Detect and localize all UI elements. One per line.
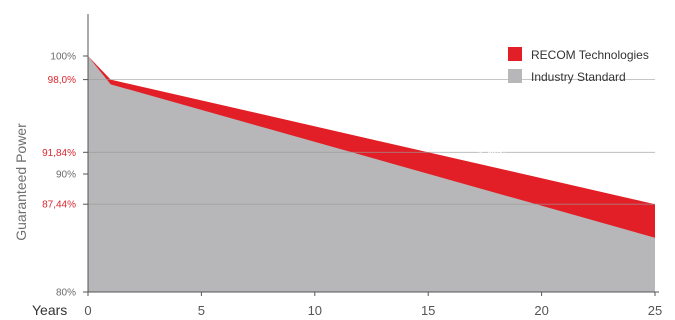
y-tick-label: 91,84%: [42, 148, 76, 159]
axes: [87, 14, 659, 293]
legend-label-industry-standard: Industry Standard: [531, 70, 626, 84]
y-tick-label: 100%: [50, 52, 76, 63]
y-tick-labels: 100% 98,0% 91,84% 90% 87,44% 80%: [42, 52, 88, 299]
y-tick-label: 98,0%: [48, 75, 76, 86]
y-axis-label: Guaranteed Power: [13, 123, 29, 241]
x-tick-labels: 0 5 10 15 20 25: [84, 292, 662, 318]
y-tick-label: 90%: [56, 170, 76, 181]
reference-lines: [88, 79, 655, 205]
legend-swatch-recom: [508, 47, 522, 61]
x-tick-label: 0: [84, 303, 91, 318]
plot-areas: [88, 56, 655, 292]
series-area-industry-standard: [88, 56, 655, 292]
x-tick-label: 10: [308, 303, 322, 318]
legend-label-recom: RECOM Technologies: [531, 48, 649, 62]
x-tick-label: 25: [648, 303, 662, 318]
legend: RECOM Technologies Industry Standard: [508, 47, 649, 84]
x-tick-label: 20: [534, 303, 548, 318]
x-axis-label: Years: [32, 302, 67, 318]
legend-swatch-industry-standard: [508, 69, 522, 83]
x-tick-label: 15: [421, 303, 435, 318]
y-tick-label: 87,44%: [42, 200, 76, 211]
y-tick-label: 80%: [56, 288, 76, 299]
x-tick-label: 5: [198, 303, 205, 318]
